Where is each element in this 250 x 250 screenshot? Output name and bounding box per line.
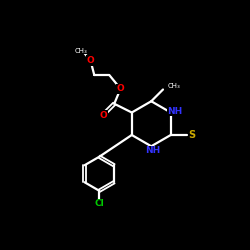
- Text: O: O: [99, 110, 107, 120]
- Text: O: O: [87, 56, 94, 65]
- Text: NH: NH: [168, 107, 183, 116]
- Text: NH: NH: [145, 146, 160, 155]
- Text: CH₃: CH₃: [75, 48, 88, 54]
- Text: Cl: Cl: [94, 199, 104, 208]
- Text: S: S: [188, 130, 196, 140]
- Text: CH₃: CH₃: [168, 83, 181, 89]
- Text: O: O: [117, 84, 124, 93]
